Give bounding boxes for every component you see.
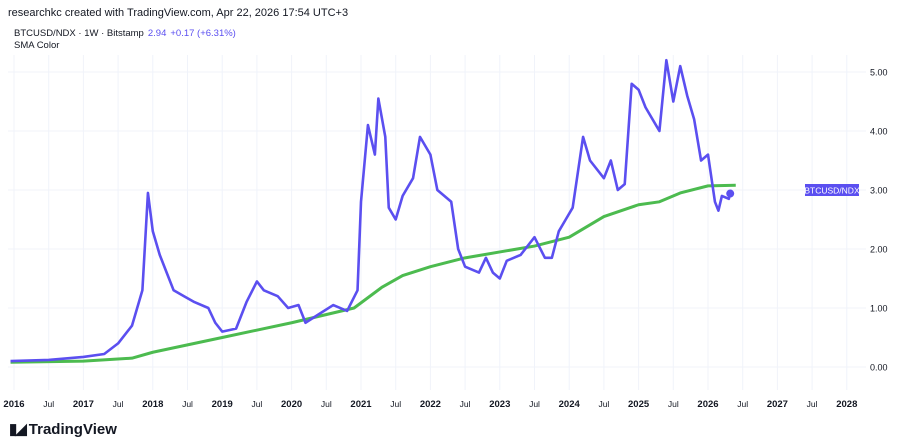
x-tick-label: Jul — [807, 399, 818, 409]
logo-text: TradingView — [28, 420, 117, 438]
x-tick-label: 2025 — [628, 399, 650, 410]
x-tick-label: Jul — [668, 399, 679, 409]
tv-logo-icon: ▮◢ — [9, 421, 27, 438]
y-tick-label: 0.00 — [870, 363, 888, 373]
last-value: 2.94 — [147, 28, 167, 39]
x-tick-label: Jul — [321, 399, 332, 409]
y-tick-label: 4.00 — [870, 127, 888, 137]
y-tick-label: 5.00 — [870, 68, 888, 78]
symbol-legend: BTCUSD/NDX · 1W · Bitstamp 2.94 +0.17 (+6.… — [14, 28, 236, 39]
x-tick-label: Jul — [460, 399, 471, 409]
x-tick-label: 2019 — [212, 399, 233, 410]
symbol-title: BTCUSD/NDX · 1W · Bitstamp — [14, 28, 144, 39]
x-tick-label: 2016 — [3, 399, 24, 410]
x-tick-label: Jul — [390, 399, 401, 409]
y-tick-label: 2.00 — [870, 245, 888, 255]
x-tick-label: Jul — [43, 399, 54, 409]
y-tick-label: 1.00 — [870, 304, 888, 314]
tradingview-logo: ▮◢ TradingView — [9, 420, 117, 439]
x-tick-label: Jul — [598, 399, 609, 409]
last-price-dot — [726, 189, 735, 198]
x-tick-label: 2026 — [697, 399, 718, 410]
price-label-box — [805, 184, 859, 196]
sma-line — [10, 183, 736, 364]
x-tick-label: Jul — [529, 399, 540, 409]
attribution: researchkc created with TradingView.com,… — [8, 7, 349, 19]
x-tick-label: Jul — [737, 399, 748, 409]
change-value: +0.17 (+6.31%) — [170, 28, 236, 39]
x-tick-label: 2018 — [142, 399, 163, 410]
x-tick-label: Jul — [251, 399, 262, 409]
x-tick-label: 2022 — [420, 399, 441, 410]
x-tick-label: 2028 — [836, 399, 857, 410]
x-tick-label: 2027 — [767, 399, 788, 410]
indicator-legend: SMA Color — [14, 40, 60, 51]
x-tick-label: Jul — [113, 399, 124, 409]
price-line — [10, 58, 732, 363]
x-tick-label: 2023 — [489, 399, 510, 410]
x-tick-label: 2024 — [559, 399, 581, 410]
x-tick-label: Jul — [182, 399, 193, 409]
y-tick-label: 3.00 — [870, 186, 888, 196]
x-tick-label: 2017 — [73, 399, 94, 410]
x-tick-label: 2021 — [350, 399, 372, 410]
price-label: BTCUSD/NDX — [804, 186, 860, 196]
x-tick-label: 2020 — [281, 399, 302, 410]
